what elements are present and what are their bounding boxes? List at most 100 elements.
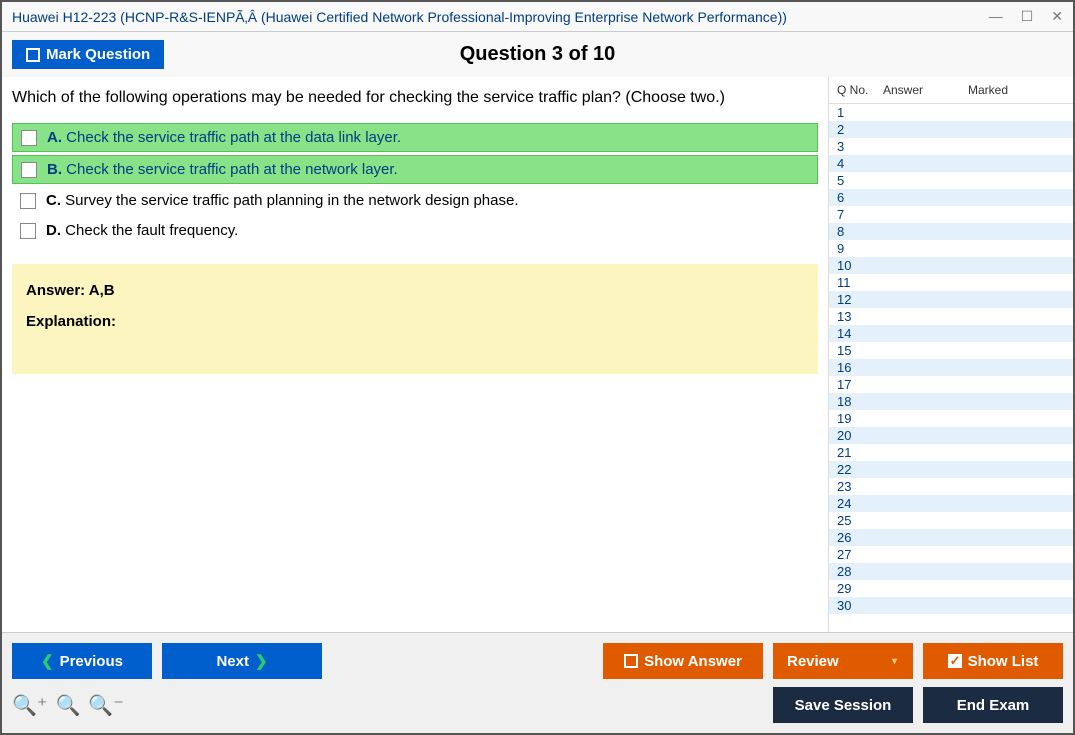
qno-cell: 19: [833, 411, 883, 426]
main-panel: Which of the following operations may be…: [2, 77, 828, 632]
save-session-button[interactable]: Save Session: [773, 687, 913, 723]
option-checkbox[interactable]: [21, 130, 37, 146]
previous-label: Previous: [60, 653, 123, 670]
answer-box: Answer: A,B Explanation:: [12, 264, 818, 374]
save-session-label: Save Session: [795, 697, 892, 714]
question-nav-row[interactable]: 23: [829, 478, 1073, 495]
qno-cell: 12: [833, 292, 883, 307]
question-nav-row[interactable]: 7: [829, 206, 1073, 223]
qno-cell: 7: [833, 207, 883, 222]
maximize-icon[interactable]: ☐: [1021, 8, 1034, 25]
option-label: D. Check the fault frequency.: [46, 222, 238, 239]
show-answer-button[interactable]: Show Answer: [603, 643, 763, 679]
question-nav-row[interactable]: 26: [829, 529, 1073, 546]
question-nav-row[interactable]: 13: [829, 308, 1073, 325]
question-nav-row[interactable]: 27: [829, 546, 1073, 563]
option-row[interactable]: B. Check the service traffic path at the…: [12, 155, 818, 184]
qno-cell: 10: [833, 258, 883, 273]
question-nav-row[interactable]: 14: [829, 325, 1073, 342]
show-answer-label: Show Answer: [644, 653, 742, 670]
question-nav-row[interactable]: 8: [829, 223, 1073, 240]
mark-question-label: Mark Question: [46, 46, 150, 63]
side-header: Q No. Answer Marked: [829, 77, 1073, 104]
show-list-label: Show List: [968, 653, 1039, 670]
question-nav-row[interactable]: 28: [829, 563, 1073, 580]
zoom-in-icon[interactable]: 🔍⁺: [12, 693, 47, 718]
question-nav-row[interactable]: 3: [829, 138, 1073, 155]
option-label: A. Check the service traffic path at the…: [47, 129, 401, 146]
option-checkbox[interactable]: [20, 223, 36, 239]
minimize-icon[interactable]: —: [989, 8, 1003, 25]
question-nav-row[interactable]: 21: [829, 444, 1073, 461]
qno-cell: 21: [833, 445, 883, 460]
question-nav-row[interactable]: 11: [829, 274, 1073, 291]
header-row: Mark Question Question 3 of 10: [2, 32, 1073, 77]
bottom-row-1: ❮ Previous Next ❯ Show Answer Review ▾ S…: [12, 643, 1063, 679]
side-panel: Q No. Answer Marked 12345678910111213141…: [828, 77, 1073, 632]
col-answer-header: Answer: [883, 83, 968, 97]
review-button[interactable]: Review ▾: [773, 643, 913, 679]
chevron-right-icon: ❯: [255, 652, 268, 670]
qno-cell: 3: [833, 139, 883, 154]
question-nav-row[interactable]: 30: [829, 597, 1073, 614]
qno-cell: 8: [833, 224, 883, 239]
question-nav-row[interactable]: 20: [829, 427, 1073, 444]
question-nav-row[interactable]: 1: [829, 104, 1073, 121]
question-nav-row[interactable]: 29: [829, 580, 1073, 597]
window-controls: — ☐ ✕: [989, 8, 1063, 25]
qno-cell: 16: [833, 360, 883, 375]
zoom-controls: 🔍⁺ 🔍 🔍⁻: [12, 693, 124, 718]
question-nav-row[interactable]: 24: [829, 495, 1073, 512]
options-list: A. Check the service traffic path at the…: [12, 123, 818, 244]
previous-button[interactable]: ❮ Previous: [12, 643, 152, 679]
question-nav-row[interactable]: 12: [829, 291, 1073, 308]
col-qno-header: Q No.: [833, 83, 883, 97]
option-checkbox[interactable]: [21, 162, 37, 178]
option-label: C. Survey the service traffic path plann…: [46, 192, 519, 209]
question-nav-row[interactable]: 18: [829, 393, 1073, 410]
question-nav-row[interactable]: 17: [829, 376, 1073, 393]
question-nav-row[interactable]: 22: [829, 461, 1073, 478]
qno-cell: 29: [833, 581, 883, 596]
body-area: Which of the following operations may be…: [2, 77, 1073, 632]
question-nav-row[interactable]: 6: [829, 189, 1073, 206]
dropdown-arrow-icon: ▾: [892, 656, 897, 667]
question-nav-row[interactable]: 15: [829, 342, 1073, 359]
end-exam-label: End Exam: [957, 697, 1030, 714]
show-answer-checkbox-icon: [624, 654, 638, 668]
qno-cell: 25: [833, 513, 883, 528]
mark-question-button[interactable]: Mark Question: [12, 40, 164, 69]
qno-cell: 18: [833, 394, 883, 409]
question-nav-row[interactable]: 5: [829, 172, 1073, 189]
qno-cell: 13: [833, 309, 883, 324]
qno-cell: 28: [833, 564, 883, 579]
zoom-out-icon[interactable]: 🔍⁻: [88, 693, 123, 718]
question-nav-list[interactable]: 1234567891011121314151617181920212223242…: [829, 104, 1073, 632]
qno-cell: 5: [833, 173, 883, 188]
option-row[interactable]: D. Check the fault frequency.: [12, 217, 818, 244]
question-nav-row[interactable]: 19: [829, 410, 1073, 427]
show-list-checkbox-icon: [948, 654, 962, 668]
show-list-button[interactable]: Show List: [923, 643, 1063, 679]
qno-cell: 11: [833, 275, 883, 290]
option-row[interactable]: C. Survey the service traffic path plann…: [12, 187, 818, 214]
question-counter: Question 3 of 10: [460, 43, 616, 66]
option-checkbox[interactable]: [20, 193, 36, 209]
question-nav-row[interactable]: 10: [829, 257, 1073, 274]
close-icon[interactable]: ✕: [1051, 8, 1063, 25]
question-nav-row[interactable]: 16: [829, 359, 1073, 376]
question-nav-row[interactable]: 4: [829, 155, 1073, 172]
next-button[interactable]: Next ❯: [162, 643, 322, 679]
question-nav-row[interactable]: 2: [829, 121, 1073, 138]
question-nav-row[interactable]: 25: [829, 512, 1073, 529]
qno-cell: 2: [833, 122, 883, 137]
app-window: Huawei H12-223 (HCNP-R&S-IENPÃ‚Â (Huawei…: [0, 0, 1075, 735]
question-nav-row[interactable]: 9: [829, 240, 1073, 257]
bottom-row-2: 🔍⁺ 🔍 🔍⁻ Save Session End Exam: [12, 687, 1063, 723]
option-label: B. Check the service traffic path at the…: [47, 161, 398, 178]
zoom-reset-icon[interactable]: 🔍: [55, 693, 80, 718]
end-exam-button[interactable]: End Exam: [923, 687, 1063, 723]
bottom-bar: ❮ Previous Next ❯ Show Answer Review ▾ S…: [2, 632, 1073, 733]
option-row[interactable]: A. Check the service traffic path at the…: [12, 123, 818, 152]
qno-cell: 1: [833, 105, 883, 120]
